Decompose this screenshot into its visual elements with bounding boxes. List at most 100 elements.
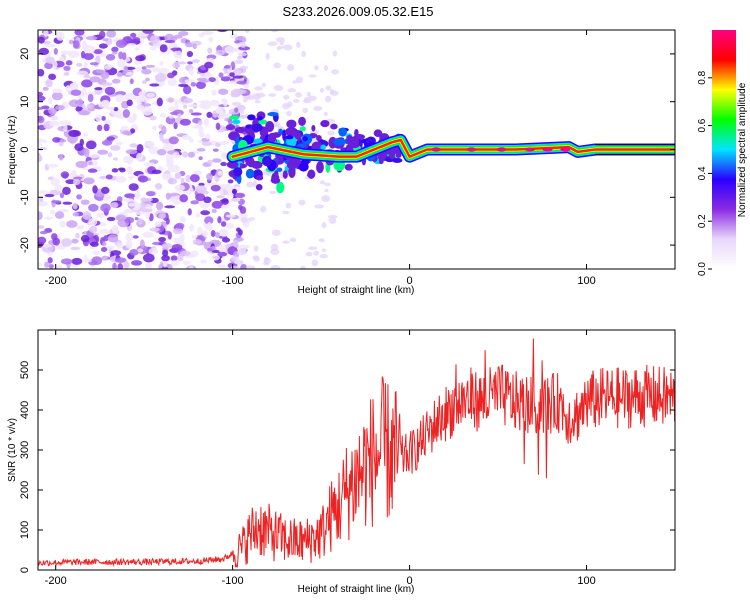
heatmap-noise-blob (268, 93, 277, 97)
heatmap-noise-blob (166, 50, 171, 55)
heatmap-peak (466, 147, 477, 152)
heatmap-noise-blob (51, 200, 62, 204)
heatmap-noise-blob (122, 155, 134, 164)
heatmap-noise-blob (44, 193, 55, 198)
heatmap-noise-blob (44, 62, 53, 70)
heatmap-noise-blob (190, 82, 197, 87)
heatmap-noise-blob (98, 229, 110, 235)
heatmap-noise-blob (123, 65, 128, 74)
heatmap-noise-blob (273, 120, 280, 128)
heatmap-noise-blob (254, 86, 263, 91)
heatmap-noise-blob (175, 222, 185, 229)
heatmap-noise-blob (115, 214, 127, 222)
heatmap-noise-blob (186, 50, 194, 58)
heatmap-x-tick-label: -100 (222, 275, 244, 287)
heatmap-noise-blob (305, 251, 313, 257)
heatmap-noise-blob (149, 83, 160, 87)
heatmap-noise-blob (139, 239, 145, 249)
heatmap-noise-blob (221, 237, 231, 243)
heatmap-noise-blob (180, 250, 191, 257)
heatmap-noise-blob (270, 243, 279, 251)
heatmap-noise-blob (117, 59, 126, 68)
heatmap-noise-blob (215, 122, 221, 131)
heatmap-noise-blob (236, 250, 247, 256)
heatmap-noise-blob (218, 88, 229, 95)
heatmap-noise-blob (215, 106, 223, 115)
heatmap-noise-blob (80, 87, 87, 97)
heatmap-noise-blob (307, 246, 318, 250)
heatmap-energy-blob (244, 158, 252, 164)
heatmap-noise-blob (313, 250, 320, 256)
heatmap-energy-blob (276, 167, 283, 172)
heatmap-noise-blob (45, 43, 57, 48)
heatmap-noise-blob (289, 237, 297, 243)
heatmap-noise-blob (103, 123, 110, 132)
heatmap-noise-blob (215, 232, 220, 238)
heatmap-noise-blob (238, 204, 243, 211)
heatmap-noise-blob (178, 61, 187, 65)
heatmap-noise-blob (38, 190, 49, 195)
heatmap-noise-blob (141, 80, 148, 84)
heatmap-energy-blob (233, 167, 243, 177)
heatmap-noise-blob (60, 258, 73, 265)
heatmap-noise-blob (142, 30, 154, 34)
heatmap-noise-blob (199, 100, 211, 104)
heatmap-noise-blob (114, 257, 127, 263)
heatmap-noise-blob (182, 260, 191, 266)
heatmap-noise-blob (132, 112, 137, 121)
heatmap-noise-blob (217, 170, 223, 176)
heatmap-noise-blob (55, 264, 63, 269)
heatmap-noise-blob (111, 168, 119, 173)
heatmap-noise-blob (181, 134, 192, 140)
heatmap-y-tick-label: -20 (19, 237, 31, 253)
heatmap-noise-blob (133, 96, 140, 101)
snr-y-axis: 0 100 200 300 400 500 (19, 361, 675, 573)
heatmap-noise-blob (216, 195, 225, 199)
heatmap-noise-blob (282, 210, 290, 215)
heatmap-noise-blob (201, 30, 214, 36)
heatmap-noise-blob (228, 80, 239, 85)
heatmap-noise-blob (88, 203, 99, 212)
heatmap-noise-blob (265, 52, 270, 60)
heatmap-energy-blob (286, 160, 298, 170)
heatmap-energy-blob (265, 121, 275, 133)
colorbar-tick-label: 0.4 (697, 166, 708, 180)
heatmap-noise-blob (96, 212, 105, 219)
heatmap-noise-blob (101, 255, 110, 261)
heatmap-noise-blob (208, 36, 214, 43)
heatmap-noise-blob (165, 192, 171, 200)
heatmap-noise-blob (111, 51, 118, 55)
heatmap-noise-blob (90, 241, 99, 247)
heatmap-noise-blob (56, 31, 65, 41)
heatmap-x-label: Height of straight line (km) (298, 285, 415, 296)
heatmap-noise-blob (69, 83, 77, 89)
heatmap-noise-blob (324, 95, 332, 103)
heatmap-noise-blob (156, 201, 164, 211)
heatmap-noise-blob (145, 191, 156, 197)
heatmap-energy-blob (288, 166, 296, 179)
snr-y-tick-label: 400 (19, 401, 31, 419)
heatmap-noise-blob (61, 238, 73, 247)
heatmap-noise-blob (88, 225, 98, 234)
heatmap-peak (542, 147, 553, 152)
heatmap-noise-blob (96, 124, 103, 132)
heatmap-energy-blob (316, 161, 324, 174)
heatmap-noise-blob (129, 78, 134, 85)
heatmap-noise-blob (195, 81, 206, 90)
heatmap-noise-blob (191, 234, 198, 239)
heatmap-noise-blob (314, 204, 325, 209)
heatmap-noise-blob (49, 120, 60, 127)
heatmap-noise-blob (187, 61, 193, 65)
heatmap-noise-blob (192, 59, 200, 63)
heatmap-noise-blob (39, 230, 48, 235)
heatmap-noise-blob (166, 158, 174, 166)
heatmap-noise-blob (135, 47, 140, 52)
heatmap-noise-blob (116, 242, 124, 249)
heatmap-noise-blob (154, 73, 167, 83)
heatmap-noise-blob (111, 46, 119, 53)
heatmap-noise-blob (140, 197, 148, 203)
heatmap-x-tick-label: 100 (577, 275, 595, 287)
heatmap-noise-blob (238, 114, 247, 119)
heatmap-noise-blob (111, 78, 121, 84)
heatmap-noise-blob (240, 217, 249, 223)
